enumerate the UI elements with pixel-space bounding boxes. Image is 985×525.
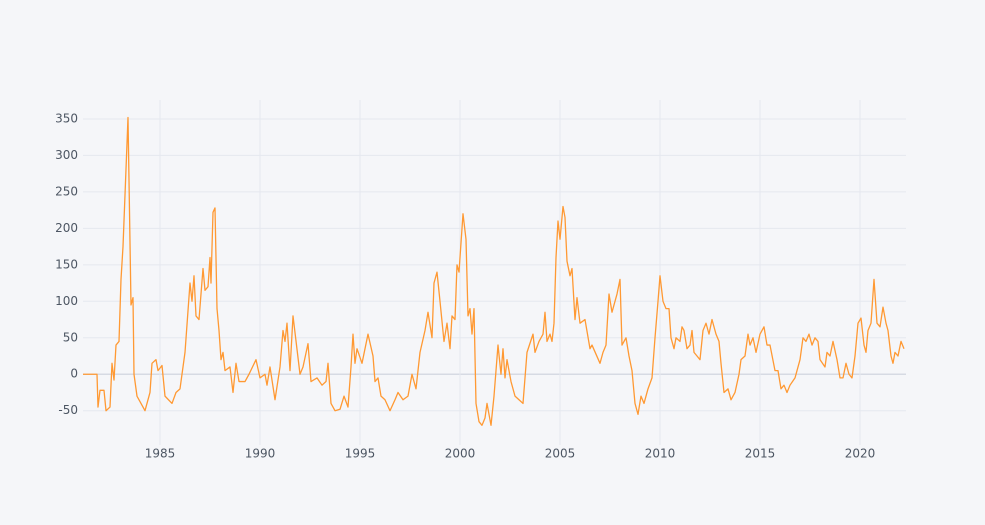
y-tick-label: 250	[55, 184, 78, 198]
y-tick-label: -50	[58, 403, 78, 417]
x-tick-label: 1995	[345, 447, 376, 461]
y-tick-label: 200	[55, 221, 78, 235]
x-tick-label: 2005	[545, 447, 576, 461]
y-tick-label: 0	[70, 367, 78, 381]
y-tick-label: 150	[55, 257, 78, 271]
y-tick-label: 350	[55, 111, 78, 125]
x-tick-label: 1990	[245, 447, 276, 461]
y-tick-label: 100	[55, 294, 78, 308]
x-tick-label: 2000	[445, 447, 476, 461]
data-line	[83, 116, 905, 426]
y-tick-label: 300	[55, 148, 78, 162]
y-tick-label: 50	[63, 330, 78, 344]
x-tick-label: 1985	[145, 447, 176, 461]
x-tick-label: 2020	[845, 447, 876, 461]
x-tick-label: 2010	[645, 447, 676, 461]
x-tick-label: 2015	[745, 447, 776, 461]
